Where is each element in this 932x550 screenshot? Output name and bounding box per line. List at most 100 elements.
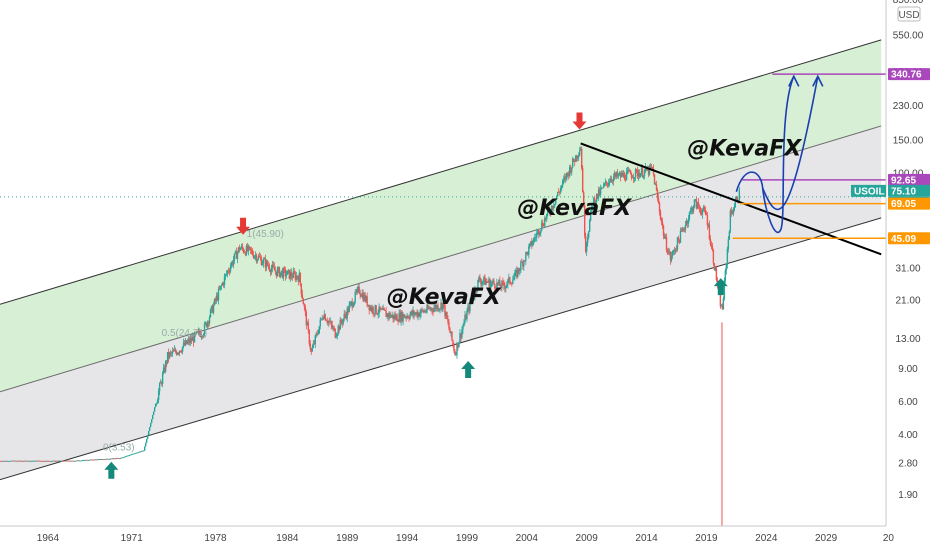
candle-body <box>141 450 144 452</box>
candle-body <box>703 207 706 210</box>
candle-body <box>89 459 91 461</box>
candle-body <box>546 213 548 220</box>
candle-body <box>403 314 405 318</box>
candle-body <box>476 290 478 292</box>
candle-body <box>529 243 531 247</box>
x-tick-label: 2009 <box>576 533 599 544</box>
candle-body <box>46 460 48 462</box>
x-tick-label: 20 <box>883 533 895 544</box>
candle-body <box>27 461 29 462</box>
candle-body <box>231 262 234 266</box>
candle-body <box>673 250 676 252</box>
candle-body <box>279 272 282 277</box>
candle-body <box>289 272 292 279</box>
candle-body <box>528 246 530 255</box>
candle-body <box>215 295 218 301</box>
candle-body <box>399 313 401 322</box>
candle-body <box>255 255 258 262</box>
candle-body <box>567 172 569 174</box>
candle-body <box>554 203 556 206</box>
candle-body <box>438 309 440 311</box>
candle-body <box>313 343 315 345</box>
candle-body <box>540 230 542 233</box>
candle-body <box>577 155 580 157</box>
candle-body <box>694 199 697 201</box>
x-tick-label: 2004 <box>516 533 539 544</box>
candle-body <box>359 292 361 296</box>
candle-body <box>105 458 107 460</box>
x-tick-label: 1964 <box>37 533 60 544</box>
candle-body <box>585 242 588 252</box>
candle-body <box>643 170 646 176</box>
candle-body <box>721 305 724 310</box>
candle-body <box>668 251 671 253</box>
candle-body <box>125 456 127 458</box>
candle-body <box>32 460 34 462</box>
candle-body <box>396 315 398 322</box>
candle-body <box>625 171 628 181</box>
candle-body <box>558 191 560 193</box>
candle-body <box>214 299 217 301</box>
candle-body <box>25 460 27 462</box>
candle-body <box>707 224 710 226</box>
candle-body <box>169 352 172 354</box>
currency-badge[interactable] <box>897 6 921 22</box>
candle-body <box>248 246 251 248</box>
candle-body <box>575 155 577 162</box>
candle-body <box>100 459 102 460</box>
candle-body <box>81 460 83 462</box>
drawings-layer <box>104 73 886 479</box>
candle-body <box>65 460 67 462</box>
x-tick-label: 1978 <box>204 533 227 544</box>
candle-body <box>736 197 739 202</box>
candle-body <box>145 438 148 443</box>
candle-body <box>659 211 662 220</box>
candle-body <box>397 321 399 322</box>
candle-body <box>655 184 658 191</box>
candle-body <box>380 308 382 310</box>
candle-body <box>491 282 493 284</box>
candle-body <box>400 311 402 322</box>
candle-body <box>207 321 210 324</box>
candle-body <box>678 239 681 243</box>
candle-body <box>680 230 683 232</box>
candle-body <box>386 313 388 317</box>
candle-body <box>95 459 97 461</box>
price-axis[interactable]: USD 850.00550.00350.00230.00150.00100.00… <box>851 0 932 526</box>
candle-body <box>286 270 289 275</box>
candle-body <box>541 222 543 231</box>
candle-body <box>470 300 472 302</box>
candle-body <box>200 335 203 337</box>
candle-body <box>448 322 450 329</box>
candle-body <box>580 148 583 169</box>
candle-body <box>669 252 672 261</box>
candle-body <box>683 229 686 231</box>
candle-body <box>600 187 603 189</box>
candle-body <box>713 263 716 271</box>
time-axis[interactable]: 1964 1971 1978 1984 1989 1994 1999 2004 2009 2014… <box>0 525 932 550</box>
candle-body <box>542 222 544 226</box>
candle-body <box>29 460 31 462</box>
y-tick-label: 1.90 <box>898 490 918 501</box>
candle-body <box>483 276 485 282</box>
candle-body <box>352 305 354 308</box>
candle-body <box>161 373 164 384</box>
candle-body <box>196 331 199 333</box>
candle-body <box>362 293 364 301</box>
candle-body <box>36 460 38 462</box>
candle-body <box>250 250 253 251</box>
candle-body <box>328 321 330 323</box>
fib-level-label: 1(45.90) <box>247 229 284 240</box>
candle-body <box>662 225 665 236</box>
candle-body <box>343 313 345 319</box>
candle-body <box>132 453 135 455</box>
candle-body <box>114 458 116 460</box>
candle-body <box>363 294 365 301</box>
candle-body <box>634 169 637 178</box>
candle-body <box>452 340 454 345</box>
candle-body <box>249 247 252 251</box>
candle-body <box>73 460 75 462</box>
candle-body <box>651 166 654 169</box>
